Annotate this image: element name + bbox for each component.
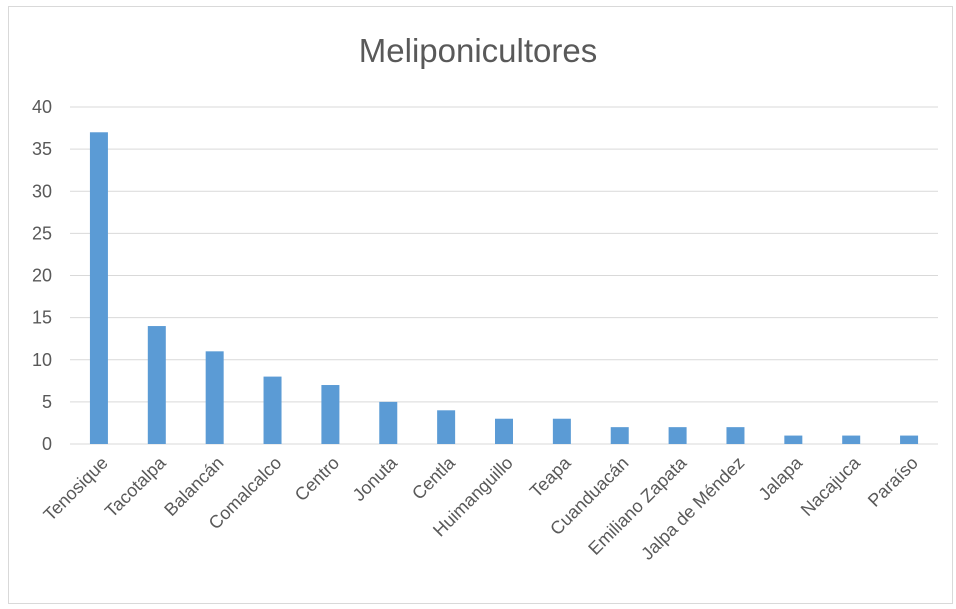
- bar: [842, 435, 861, 444]
- x-category-label: Centla: [408, 452, 460, 504]
- x-category-label: Emiliano Zapata: [584, 452, 691, 559]
- bar: [205, 351, 224, 444]
- bar: [437, 410, 456, 444]
- bar: [321, 385, 340, 444]
- bar: [668, 427, 687, 444]
- y-tick-label: 15: [32, 308, 52, 328]
- x-category-label: Paraíso: [864, 453, 922, 511]
- chart-area: [8, 6, 953, 604]
- x-category-label: Tenosique: [40, 453, 112, 525]
- x-category-label: Jonuta: [349, 452, 402, 505]
- x-category-label: Jalpa de Méndez: [637, 453, 748, 564]
- bar: [379, 401, 398, 444]
- bar: [495, 418, 513, 444]
- x-category-label: Tacotalpa: [101, 452, 170, 521]
- bars: [89, 132, 919, 444]
- y-tick-label: 10: [32, 350, 52, 370]
- y-tick-label: 20: [32, 266, 52, 286]
- x-category-label: Nacajuca: [797, 452, 865, 520]
- chart-title: Meliponicultores: [358, 32, 598, 69]
- bar: [784, 435, 803, 444]
- y-tick-label: 5: [42, 392, 52, 412]
- y-tick-label: 40: [32, 97, 52, 117]
- bar: [263, 376, 282, 444]
- y-tick-label: 30: [32, 181, 52, 201]
- bar: [726, 427, 745, 444]
- bar: [610, 427, 629, 444]
- y-tick-label: 25: [32, 223, 52, 243]
- y-tick-label: 35: [32, 139, 52, 159]
- bar: [89, 132, 108, 444]
- x-category-label: Jalapa: [755, 452, 807, 504]
- y-tick-label: 0: [42, 434, 52, 454]
- bar: [900, 435, 919, 444]
- x-category-label: Teapa: [526, 452, 576, 502]
- bar: [552, 418, 571, 444]
- bar: [147, 326, 166, 444]
- gridlines: [70, 106, 938, 445]
- x-category-label: Centro: [291, 453, 343, 505]
- y-axis-tick-labels: 0 5 10 15 20 25 30 35 40: [32, 97, 52, 454]
